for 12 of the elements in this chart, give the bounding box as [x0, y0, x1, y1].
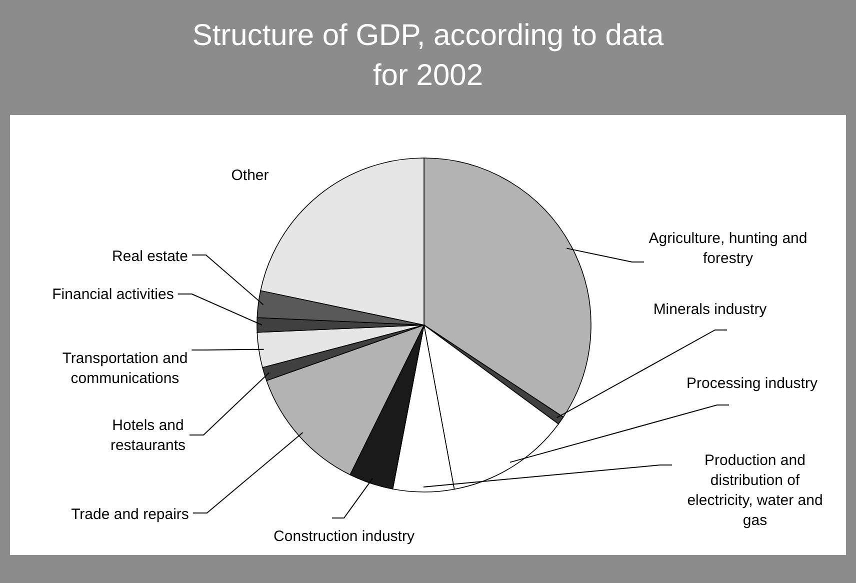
slice-label: Hotels and restaurants: [110, 417, 186, 454]
slice-label: Production and distribution of electricity, water and gas: [687, 452, 823, 529]
slice-label: Transportation and communications: [62, 350, 188, 387]
slice-label: Real estate: [112, 248, 188, 265]
slice-label: Trade and repairs: [71, 506, 189, 523]
slice-label: Minerals industry: [653, 301, 768, 318]
slice-label: Processing industry: [686, 375, 818, 392]
slice-label: Construction industry: [274, 528, 415, 545]
chart-title: Structure of GDP, according to data for 2002: [192, 19, 664, 92]
slice-label: Financial activities: [52, 286, 174, 303]
slice-label: Other: [231, 167, 269, 184]
slice-label: Agriculture, hunting and forestry: [648, 230, 808, 267]
